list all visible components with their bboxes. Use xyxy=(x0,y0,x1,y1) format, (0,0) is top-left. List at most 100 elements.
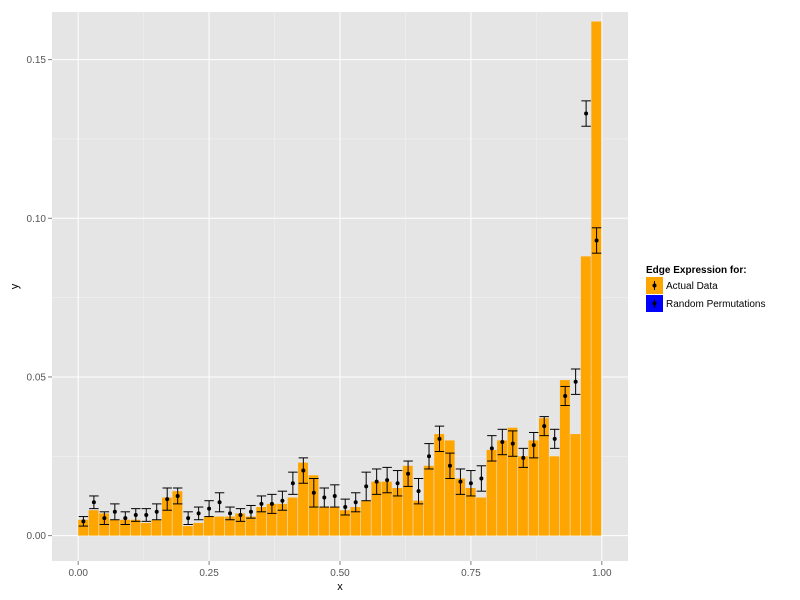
errorbar-point xyxy=(288,471,298,495)
data-point xyxy=(531,443,536,448)
errorbar-point xyxy=(445,452,455,479)
y-tick-label: 0.00 xyxy=(27,531,47,542)
legend-title: Edge Expression for: xyxy=(646,265,747,276)
errorbar-point xyxy=(591,227,602,254)
bar xyxy=(235,513,246,536)
data-point xyxy=(269,501,274,506)
errorbar-point xyxy=(424,443,434,470)
bar xyxy=(444,440,455,536)
x-tick-label: 0.50 xyxy=(330,568,350,579)
data-point xyxy=(374,479,379,484)
errorbar-point xyxy=(267,493,277,514)
legend-point-glyph xyxy=(652,283,657,288)
bar xyxy=(161,497,172,536)
bar xyxy=(120,519,130,536)
legend-label: Actual Data xyxy=(666,281,718,292)
errorbar-point xyxy=(89,495,99,510)
bar xyxy=(245,516,256,536)
bar xyxy=(130,519,141,536)
bar xyxy=(455,478,466,536)
errorbar-point xyxy=(330,484,340,508)
data-point xyxy=(385,478,390,483)
bar xyxy=(319,507,329,536)
data-point xyxy=(196,511,201,516)
data-point xyxy=(584,111,589,116)
errorbar-point xyxy=(235,508,246,522)
errorbar-point xyxy=(508,430,518,457)
errorbar-point xyxy=(131,508,141,522)
y-tick-label: 0.05 xyxy=(27,372,47,383)
data-point xyxy=(280,498,285,503)
bar xyxy=(507,427,518,536)
legend-items: Actual Data Random Permutations xyxy=(646,277,766,312)
x-tick-label: 1.00 xyxy=(592,568,612,579)
bar xyxy=(182,526,193,536)
bar xyxy=(88,510,99,536)
bar xyxy=(580,256,591,536)
errorbar-point xyxy=(382,466,392,494)
errorbar-point xyxy=(371,468,382,495)
bar xyxy=(277,503,288,536)
data-point xyxy=(406,471,411,476)
errorbar-point xyxy=(319,487,330,508)
errorbar-point xyxy=(403,460,413,487)
errorbar-point xyxy=(581,100,591,127)
errorbar-point xyxy=(309,477,319,508)
y-tick-label: 0.10 xyxy=(27,214,47,225)
data-point xyxy=(301,468,306,473)
errorbar-point xyxy=(361,471,371,502)
errorbar-point xyxy=(256,495,267,513)
bar xyxy=(423,465,434,536)
errorbar-point xyxy=(476,465,487,492)
errorbar-point xyxy=(162,487,172,511)
data-point xyxy=(353,500,358,505)
bar xyxy=(570,434,581,536)
bar xyxy=(256,507,267,536)
bar xyxy=(549,456,560,536)
bar xyxy=(151,519,162,536)
data-point xyxy=(175,493,180,498)
errorbar-point xyxy=(214,492,225,513)
errorbar-point xyxy=(152,503,162,521)
bar xyxy=(78,519,89,536)
data-point xyxy=(259,501,264,506)
data-point xyxy=(458,479,463,484)
legend-item: Random Permutations xyxy=(646,295,766,312)
data-point xyxy=(343,505,348,510)
bar xyxy=(434,434,445,536)
errorbar-point xyxy=(298,457,309,484)
data-point xyxy=(563,393,568,398)
errorbar-point xyxy=(549,428,560,449)
bar xyxy=(224,516,235,536)
bar xyxy=(360,500,371,536)
data-point xyxy=(102,516,107,521)
data-point xyxy=(91,500,96,505)
y-tick-label: 0.15 xyxy=(27,55,47,66)
bar xyxy=(413,500,424,536)
data-point xyxy=(332,493,337,498)
legend: Edge Expression for: Actual Data Random P… xyxy=(646,265,766,312)
bar xyxy=(266,503,277,536)
data-point xyxy=(521,455,526,460)
errorbar-point xyxy=(172,487,183,505)
bar xyxy=(329,507,340,536)
errorbar-point xyxy=(277,490,288,511)
errorbar-series-random-permutations xyxy=(78,100,602,527)
bar xyxy=(497,440,507,536)
bar xyxy=(392,488,403,536)
data-point xyxy=(186,516,191,521)
x-tick-label: 0.00 xyxy=(68,568,88,579)
errorbar-point xyxy=(466,470,476,497)
data-point xyxy=(311,490,316,495)
errorbar-point xyxy=(350,492,361,513)
bar xyxy=(287,497,298,536)
data-point xyxy=(395,481,400,486)
errorbar-point xyxy=(392,470,403,497)
bar xyxy=(298,462,308,536)
data-point xyxy=(238,512,243,517)
data-point xyxy=(427,454,432,459)
data-point xyxy=(542,424,547,429)
legend-label: Random Permutations xyxy=(666,299,766,310)
data-point xyxy=(510,441,515,446)
x-axis-ticks: 0.00 0.25 0.50 0.75 1.00 xyxy=(68,561,612,579)
